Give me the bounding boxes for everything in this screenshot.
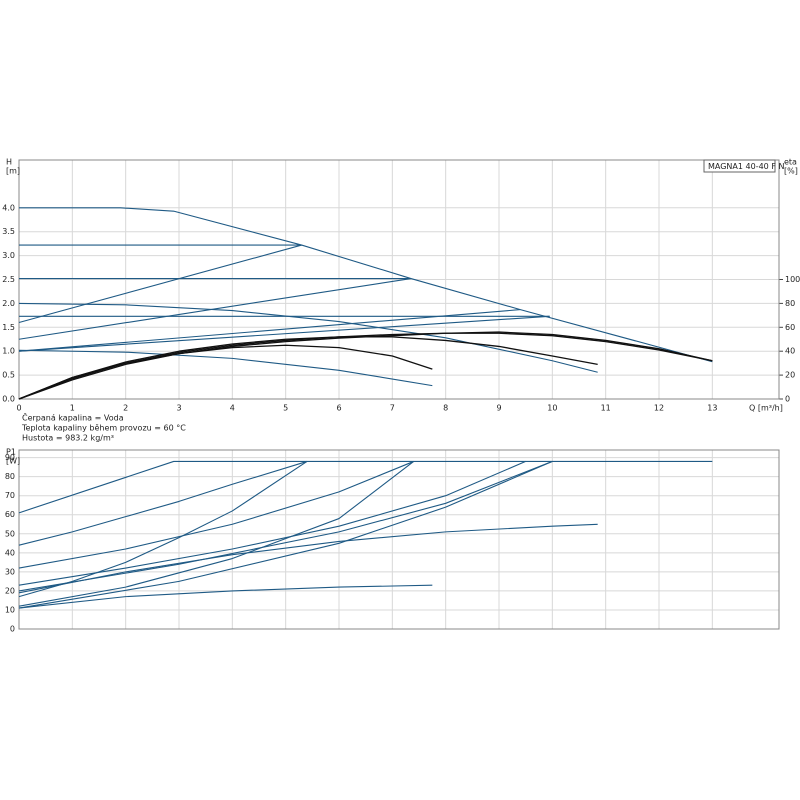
y-tick-label: 10	[5, 605, 15, 614]
annotation: MAGNA1 40-40 F N	[708, 162, 784, 171]
x-tick-label: 4	[230, 404, 235, 413]
x-tick-label: 5	[283, 404, 288, 413]
series-line	[18, 460, 553, 609]
x-tick-label: 1	[70, 404, 75, 413]
series-line	[18, 460, 526, 586]
series-line	[18, 331, 713, 400]
series-line	[18, 315, 550, 352]
x-tick-label: 0	[16, 404, 21, 413]
series-line	[18, 460, 414, 569]
y-tick-label: 3.0	[2, 251, 15, 260]
y-tick-label: 2.5	[2, 275, 15, 284]
series-line	[18, 460, 308, 598]
x-tick-label: 11	[601, 404, 611, 413]
plot-frame	[18, 159, 780, 400]
series-line	[18, 523, 598, 594]
x-tick-label: 12	[654, 404, 664, 413]
y-tick-label: 0.5	[2, 371, 15, 380]
y-tick-label: 1.5	[2, 323, 15, 332]
y2-axis-label: eta	[784, 158, 797, 167]
y2-tick-label: 40	[785, 347, 795, 356]
y-tick-label: 80	[5, 472, 15, 481]
x-tick-label: 6	[336, 404, 341, 413]
y-tick-label: 70	[5, 491, 15, 500]
plot-frame	[18, 449, 780, 630]
y2-tick-label: 20	[785, 371, 795, 380]
series-line	[18, 460, 308, 546]
x-tick-label: 7	[390, 404, 395, 413]
series-line	[18, 277, 412, 340]
y-tick-label: 0.0	[2, 395, 15, 404]
y-tick-label: 60	[5, 510, 15, 519]
y-tick-label: 2.0	[2, 299, 15, 308]
y-tick-label: 90	[5, 453, 15, 462]
x-tick-label: 9	[496, 404, 501, 413]
y-tick-label: 4.0	[2, 203, 15, 212]
series-line	[19, 207, 713, 363]
y2-tick-label: 0	[785, 395, 790, 404]
annotation-box	[703, 159, 776, 173]
series-line	[18, 460, 713, 514]
x-tick-label: 13	[707, 404, 717, 413]
note: Čerpaná kapalina = Voda	[22, 412, 124, 423]
series-line	[18, 302, 598, 373]
y-axis-label: [W]	[6, 457, 20, 466]
y-tick-label: 3.5	[2, 227, 15, 236]
series-line	[18, 460, 553, 592]
series-line	[18, 344, 433, 400]
series-line	[18, 460, 415, 607]
y2-axis-label: [%]	[784, 167, 798, 176]
y-tick-label: 40	[5, 548, 15, 557]
y-tick-label: 0	[10, 625, 15, 634]
y2-tick-label: 60	[785, 323, 795, 332]
y2-tick-label: 100	[785, 275, 800, 284]
y-axis-label: H	[6, 158, 12, 167]
y-tick-label: 30	[5, 567, 15, 576]
series-line	[18, 349, 433, 387]
series-line	[18, 584, 433, 609]
y-tick-label: 1.0	[2, 347, 15, 356]
x-tick-label: 2	[123, 404, 128, 413]
x-tick-label: 3	[176, 404, 181, 413]
x-tick-label: 10	[547, 404, 557, 413]
y-axis-label: P1	[6, 448, 16, 457]
x-axis-label: Q [m³/h]	[749, 404, 783, 413]
y2-tick-label: 80	[785, 299, 795, 308]
y-tick-label: 50	[5, 529, 15, 538]
y-tick-label: 20	[5, 586, 15, 595]
series-line	[18, 244, 302, 324]
series-line	[18, 332, 713, 400]
note: Hustota = 983.2 kg/m³	[22, 434, 114, 443]
y-axis-label: [m]	[6, 167, 20, 176]
series-line	[18, 309, 521, 352]
x-tick-label: 8	[443, 404, 448, 413]
note: Teplota kapaliny během provozu = 60 °C	[21, 424, 186, 433]
